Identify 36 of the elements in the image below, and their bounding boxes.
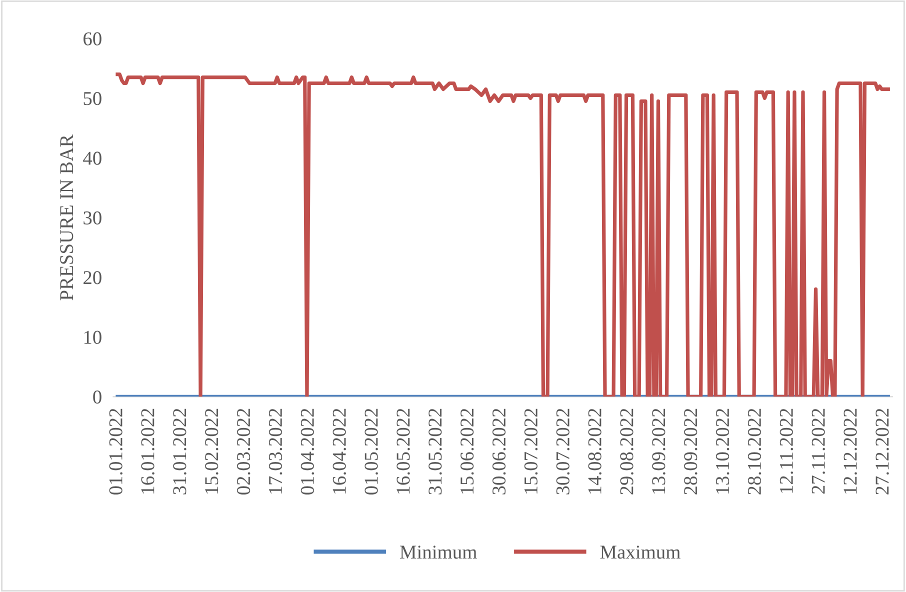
y-axis-title: PRESSURE IN BAR xyxy=(60,134,74,300)
x-tick-label: 02.03.2022 xyxy=(236,408,250,495)
x-tick-label: 31.05.2022 xyxy=(428,408,442,494)
y-tick-label: 60 xyxy=(84,32,102,46)
legend-label: Minimum xyxy=(400,546,477,559)
x-tick-label: 17.03.2022 xyxy=(268,408,282,494)
x-tick-label: 16.05.2022 xyxy=(396,408,410,494)
x-tick-label: 28.10.2022 xyxy=(748,408,762,494)
y-tick-label: 50 xyxy=(84,92,102,106)
x-tick-label: 14.08.2022 xyxy=(588,408,602,494)
x-tick-label: 30.07.2022 xyxy=(556,408,570,494)
x-tick-label: 12.12.2022 xyxy=(844,408,857,494)
x-tick-label: 01.05.2022 xyxy=(364,408,378,495)
x-tick-label: 01.04.2022 xyxy=(300,408,314,495)
x-tick-label: 13.09.2022 xyxy=(652,408,666,494)
y-tick-label: 30 xyxy=(84,211,102,224)
y-tick-label: 0 xyxy=(93,390,102,404)
x-tick-label: 27.11.2022 xyxy=(812,408,825,494)
line-series xyxy=(116,72,890,397)
x-tick-label: 31.01.2022 xyxy=(173,408,186,494)
x-tick-label: 13.10.2022 xyxy=(716,408,730,494)
legend-label: Maximum xyxy=(600,546,680,559)
x-tick-label: 01.01.2022 xyxy=(109,408,122,495)
x-tick-label: 27.12.2022 xyxy=(876,408,889,494)
x-tick-label: 30.06.2022 xyxy=(492,408,506,494)
y-tick-label: 40 xyxy=(83,152,102,165)
x-tick-label: 16.01.2022 xyxy=(141,408,154,494)
x-tick-label: 12.11.2022 xyxy=(780,408,794,493)
x-tick-label: 15.02.2022 xyxy=(205,408,218,494)
y-tick-label: 10 xyxy=(84,330,102,344)
x-tick-label: 29.08.2022 xyxy=(620,408,634,494)
x-tick-label: 28.09.2022 xyxy=(684,408,698,494)
x-tick-label: 16.04.2022 xyxy=(332,408,346,494)
x-tick-label: 15.06.2022 xyxy=(460,408,474,494)
y-tick-label: 20 xyxy=(84,271,102,284)
x-tick-label: 15.07.2022 xyxy=(524,408,538,494)
